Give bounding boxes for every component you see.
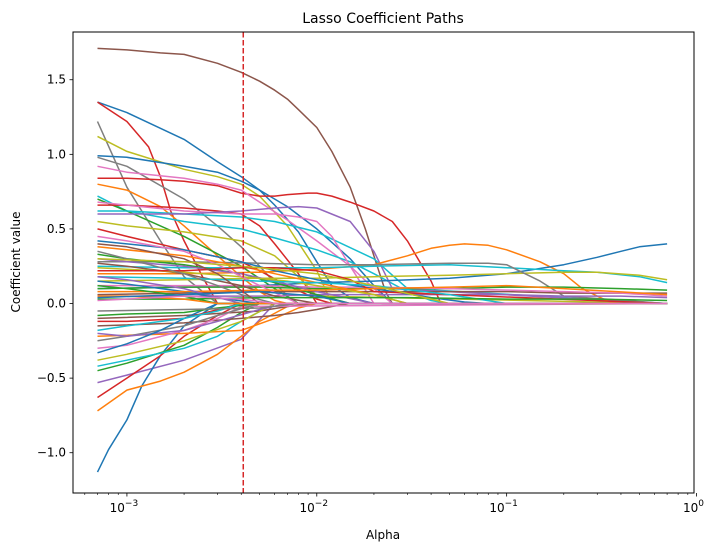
series-line-9 <box>97 183 668 305</box>
x-tick-label-1: 10−3 <box>110 499 139 515</box>
series-line-31 <box>97 258 668 305</box>
series-line-23 <box>97 261 668 305</box>
x-axis-label: Alpha <box>366 528 400 542</box>
series-layer <box>96 47 668 473</box>
series-line-49 <box>97 302 668 327</box>
series-line-44 <box>97 302 668 399</box>
y-tick-label-6: 1.5 <box>47 73 66 87</box>
chart-title: Lasso Coefficient Paths <box>302 11 464 27</box>
x-tick-label-2: 10−2 <box>300 499 329 515</box>
y-tick-label-2: −0.5 <box>37 371 66 385</box>
x-tick-label-3: 10−1 <box>489 499 518 515</box>
series-line-17 <box>97 220 668 305</box>
y-tick-label-5: 1.0 <box>47 147 66 161</box>
series-line-1 <box>97 47 668 305</box>
series-line-65 <box>97 295 668 305</box>
series-line-35 <box>97 266 668 305</box>
y-tick-label-1: −1.0 <box>37 446 66 460</box>
y-tick-label-3: 0.0 <box>47 297 66 311</box>
series-line-14 <box>97 210 668 305</box>
series-line-11 <box>97 195 668 305</box>
series-line-22 <box>97 271 668 282</box>
x-axis-ticks: 10−3 10−2 10−1 100 <box>84 493 704 515</box>
plot-frame <box>72 31 695 494</box>
x-tick-label-4: 100 <box>683 499 704 515</box>
series-line-8 <box>97 177 668 305</box>
y-tick-label-4: 0.5 <box>47 222 66 236</box>
series-line-39 <box>97 284 668 296</box>
y-axis-label: Coefficient value <box>9 212 23 313</box>
series-line-3 <box>97 101 668 305</box>
y-axis-ticks: −1.0 −0.5 0.0 0.5 1.0 1.5 <box>37 73 73 460</box>
series-line-15 <box>97 201 668 305</box>
series-line-42 <box>96 302 668 473</box>
